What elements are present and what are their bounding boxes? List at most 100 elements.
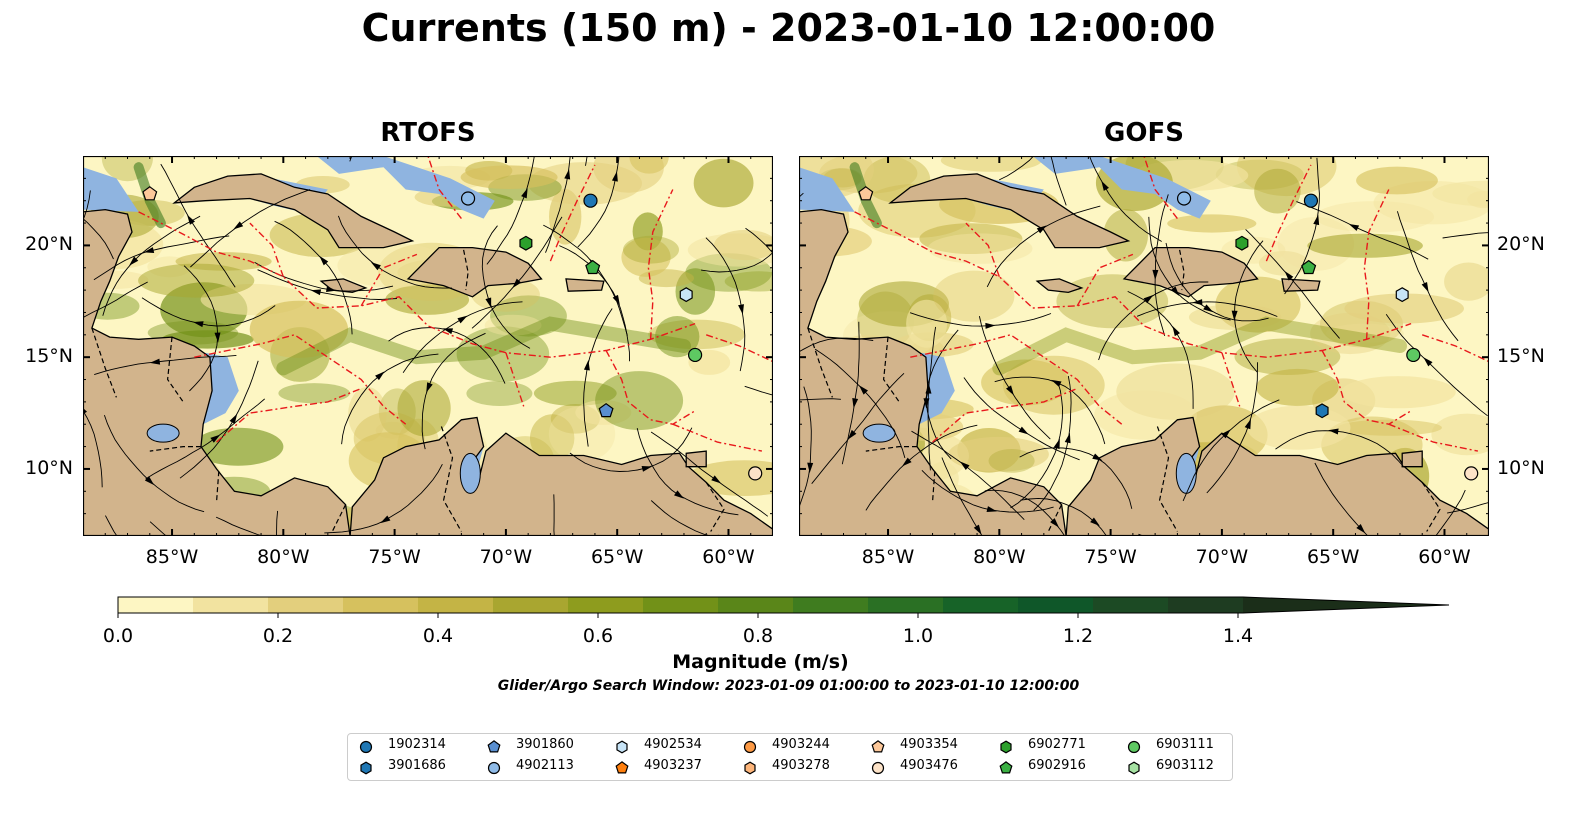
colorbar-tick-label: 0.4	[422, 625, 454, 647]
colorbar-segment	[793, 597, 869, 613]
legend-marker-icon	[1128, 761, 1140, 775]
landmass	[1401, 450, 1423, 468]
map-panel-rtofs[interactable]	[83, 156, 773, 536]
landmass	[349, 416, 773, 536]
float-marker-3901860[interactable]	[598, 402, 614, 418]
legend-label: 4902534	[644, 737, 702, 752]
legend-label: 6902771	[1028, 737, 1086, 752]
legend-label: 4902113	[516, 758, 574, 773]
colorbar-tick-label: 0.2	[262, 625, 294, 647]
lon-tick-label: 80°W	[257, 546, 310, 568]
legend-marker-icon	[1000, 740, 1012, 754]
colorbar-extend-arrow	[1243, 597, 1449, 613]
legend-label: 6903111	[1156, 737, 1214, 752]
legend-marker-icon	[616, 740, 628, 754]
legend-marker-icon	[487, 740, 501, 753]
map-panel-gofs[interactable]	[799, 156, 1489, 536]
colorbar-segment	[268, 597, 344, 613]
panel-title-gofs: GOFS	[1104, 118, 1184, 148]
colorbar-tick-label: 1.0	[902, 625, 934, 647]
lon-tick-label: 75°W	[368, 546, 421, 568]
legend-marker-icon	[359, 740, 373, 754]
float-marker-6902916[interactable]	[1301, 259, 1317, 275]
lon-tick-label: 80°W	[973, 546, 1026, 568]
lon-tick-label: 70°W	[479, 546, 533, 568]
float-marker-4902534[interactable]	[679, 287, 693, 303]
float-marker-1902314[interactable]	[1303, 193, 1319, 208]
colorbar-segment	[493, 597, 569, 613]
float-marker-4903476[interactable]	[1464, 466, 1479, 481]
float-marker-1902314[interactable]	[583, 193, 598, 208]
lat-tick-label: 20°N	[1497, 233, 1545, 256]
legend-label: 1902314	[388, 737, 446, 752]
search-window-label: Glider/Argo Search Window: 2023-01-09 01…	[497, 678, 1080, 694]
landmass	[799, 208, 1067, 536]
float-marker-4902113[interactable]	[460, 191, 476, 206]
float-marker-6903111[interactable]	[687, 347, 703, 363]
lon-tick-label: 65°W	[1306, 546, 1360, 568]
landmass	[1035, 278, 1084, 294]
float-marker-6902771[interactable]	[519, 235, 533, 251]
lon-tick-label: 85°W	[861, 546, 915, 568]
float-marker-3901686[interactable]	[1315, 403, 1329, 419]
legend-marker-icon	[1127, 740, 1141, 754]
colorbar-tick-label: 1.2	[1062, 625, 1094, 647]
float-marker-4903354[interactable]	[142, 186, 158, 201]
legend-label: 4903278	[772, 758, 830, 773]
colorbar-tick-label: 0.6	[582, 625, 614, 647]
colorbar	[117, 596, 1450, 618]
legend-label: 6902916	[1028, 758, 1086, 773]
legend-label: 6903112	[1156, 758, 1214, 773]
landmass	[565, 278, 605, 292]
landmass	[1281, 278, 1321, 292]
colorbar-tick-label: 0.8	[742, 625, 774, 647]
lat-tick-label: 15°N	[1497, 345, 1545, 368]
float-legend: 1902314 3901686 3901860 4902113 4902534 49032…	[347, 733, 1233, 781]
float-marker-6902771[interactable]	[1235, 235, 1249, 251]
colorbar-segment	[193, 597, 269, 613]
landmass	[1065, 416, 1489, 536]
colorbar-segment	[643, 597, 719, 613]
lon-tick-label: 60°W	[1418, 546, 1471, 568]
legend-marker-icon	[743, 740, 757, 754]
lon-tick-label: 70°W	[1195, 546, 1249, 568]
colorbar-segment	[418, 597, 494, 613]
colorbar-label: Magnitude (m/s)	[672, 651, 849, 673]
float-marker-6902916[interactable]	[585, 259, 601, 275]
colorbar-segment	[1168, 597, 1244, 613]
colorbar-segment	[118, 597, 194, 613]
legend-marker-icon	[744, 761, 756, 775]
colorbar-segment	[343, 597, 419, 613]
float-marker-4903476[interactable]	[748, 466, 763, 481]
colorbar-segment	[568, 597, 644, 613]
legend-marker-icon	[487, 761, 501, 775]
panel-title-rtofs: RTOFS	[380, 118, 476, 148]
colorbar-segment	[1018, 597, 1094, 613]
lon-tick-label: 85°W	[145, 546, 199, 568]
landmass	[685, 450, 707, 468]
figure-title: Currents (150 m) - 2023-01-10 12:00:00	[361, 6, 1216, 50]
landmass	[1122, 246, 1259, 298]
float-marker-4902113[interactable]	[1176, 191, 1192, 206]
colorbar-tick-label: 0.0	[102, 625, 134, 647]
legend-label: 4903244	[772, 737, 830, 752]
legend-marker-icon	[360, 761, 372, 775]
legend-marker-icon	[999, 761, 1013, 774]
legend-label: 3901860	[516, 737, 574, 752]
float-marker-6903111[interactable]	[1406, 347, 1421, 363]
lat-tick-label: 15°N	[25, 345, 73, 368]
lon-tick-label: 75°W	[1084, 546, 1137, 568]
float-marker-4902534[interactable]	[1395, 287, 1409, 303]
lat-tick-label: 10°N	[25, 456, 73, 479]
legend-label: 4903354	[900, 737, 958, 752]
colorbar-segment	[943, 597, 1019, 613]
map-canvas	[83, 156, 773, 536]
legend-marker-icon	[615, 761, 629, 774]
colorbar-segment	[868, 597, 944, 613]
landmass	[172, 173, 415, 249]
legend-label: 4903237	[644, 758, 702, 773]
legend-marker-icon	[871, 761, 885, 775]
colorbar-segment	[718, 597, 794, 613]
float-marker-4903354[interactable]	[858, 186, 874, 201]
landmass	[406, 246, 543, 298]
